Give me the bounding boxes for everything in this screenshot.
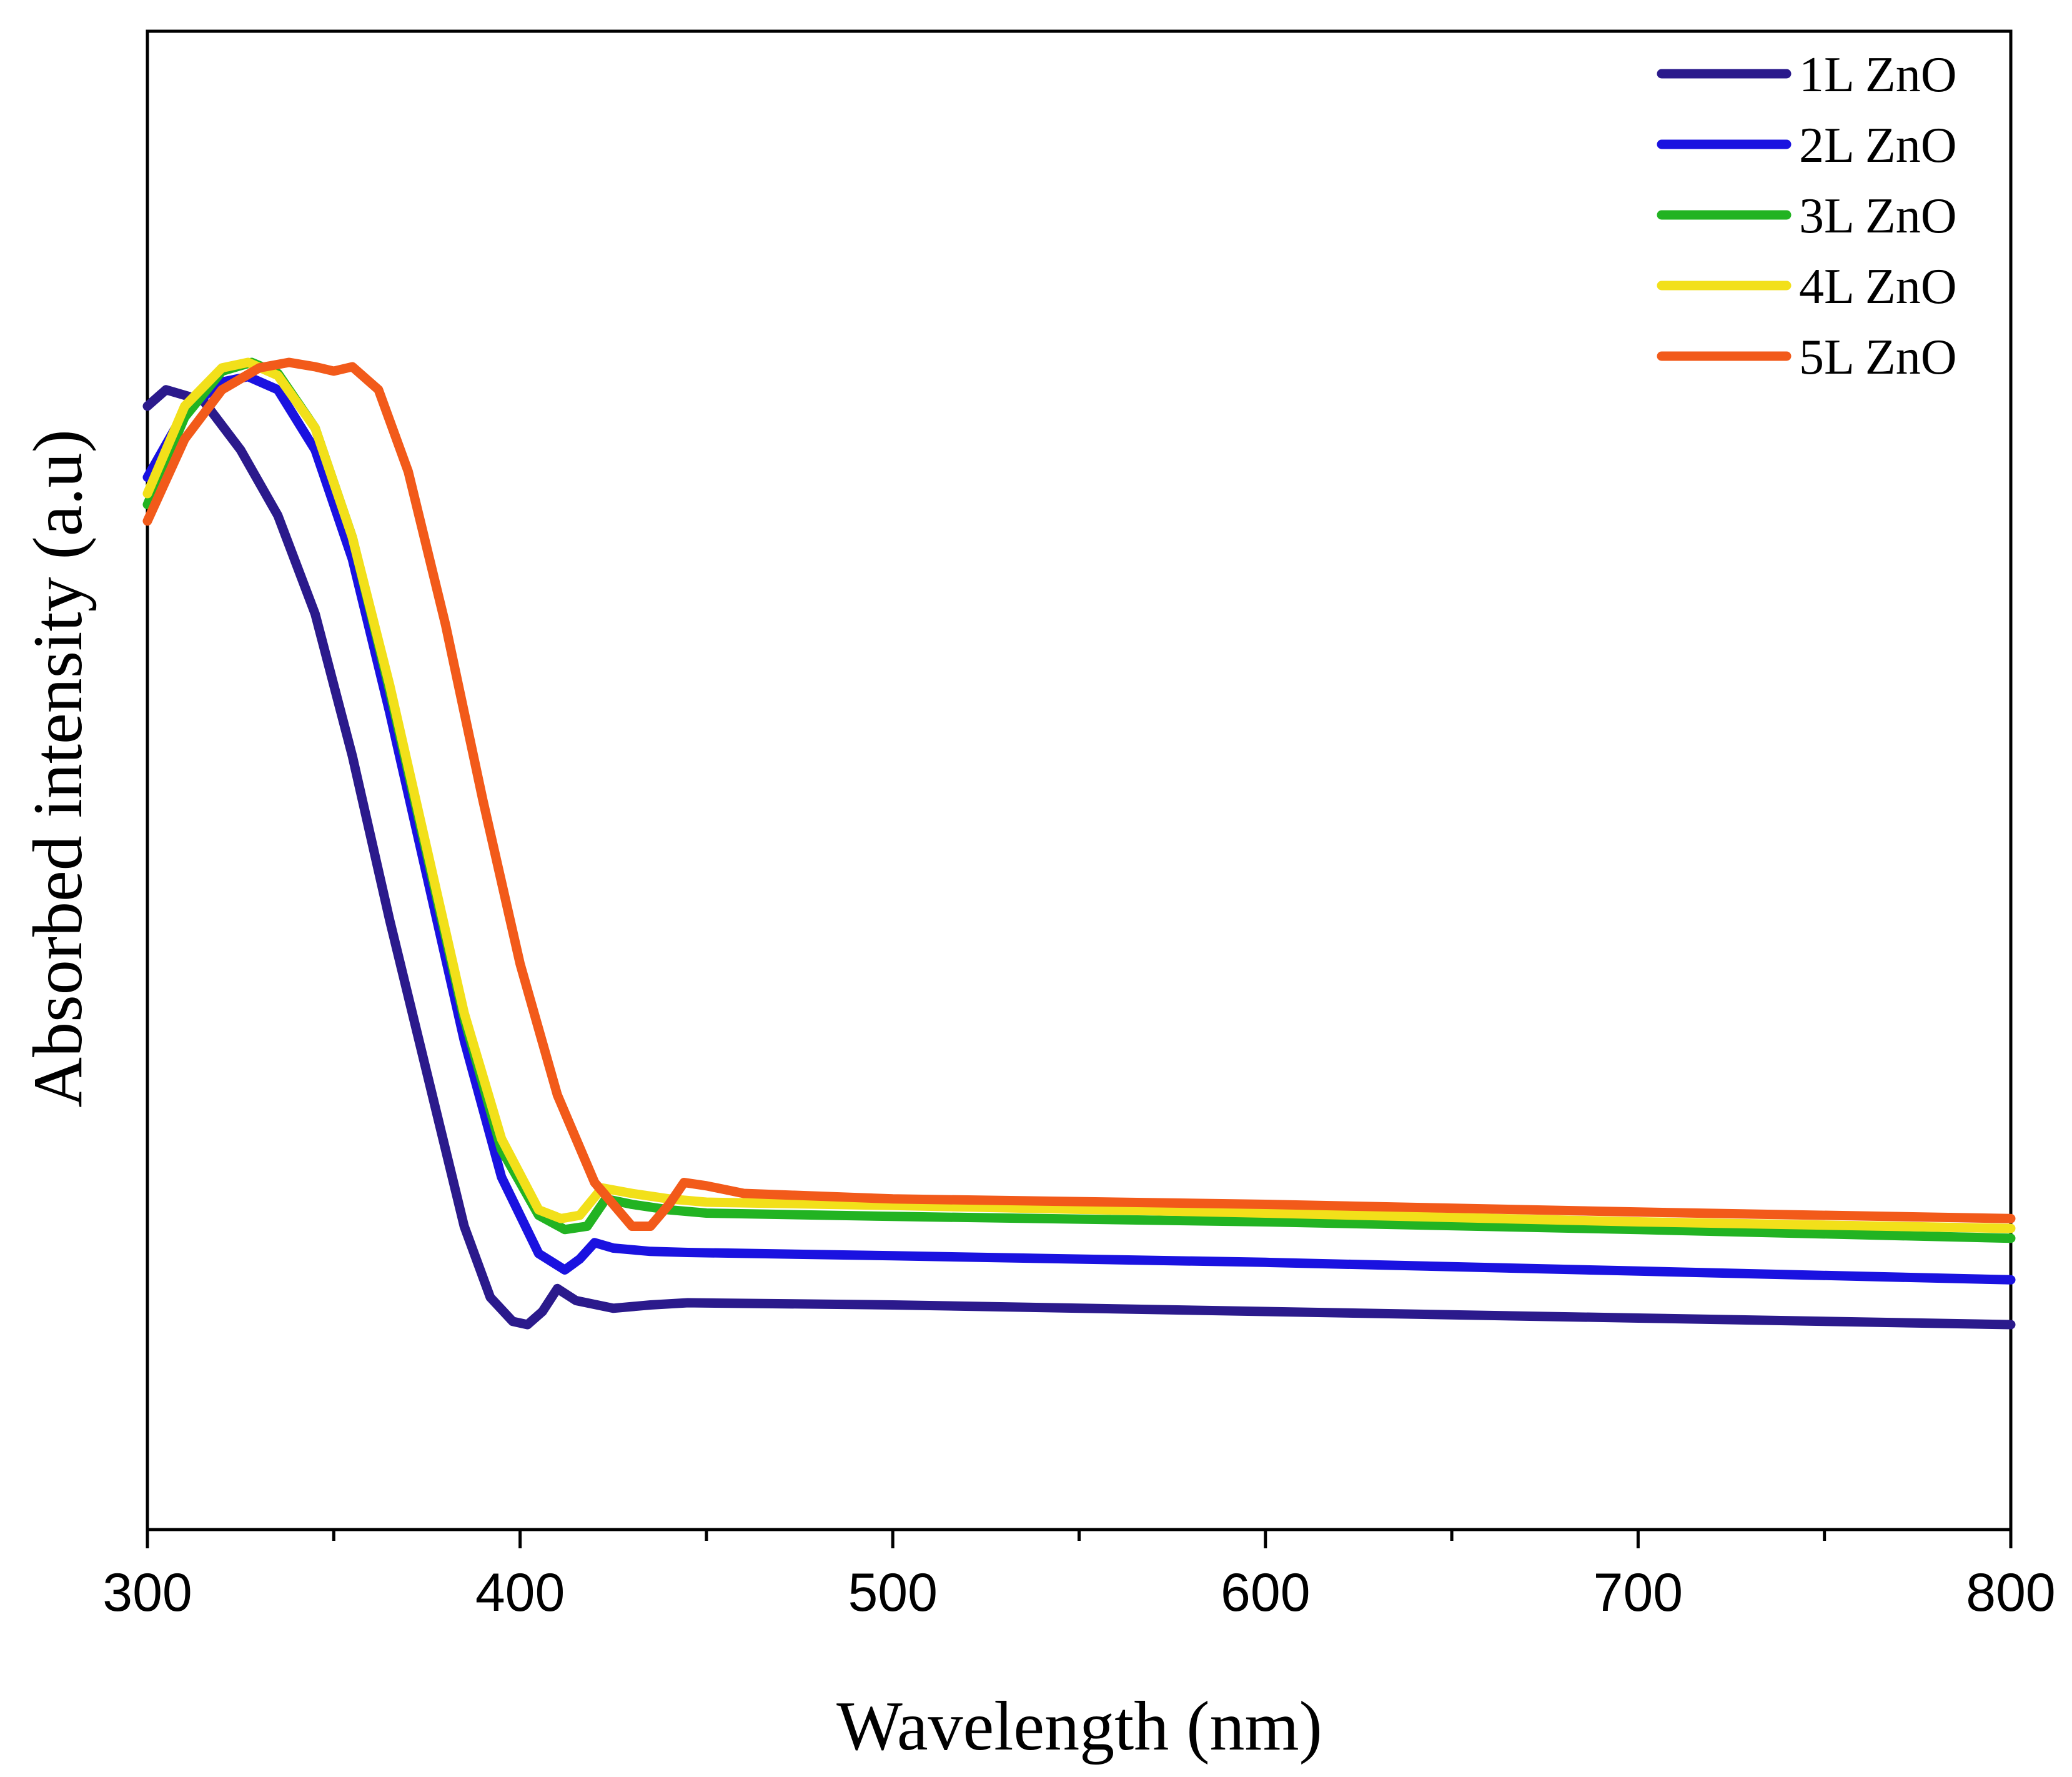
series-lines — [142, 357, 2016, 1330]
x-tick-label: 500 — [848, 1563, 938, 1623]
legend-label-2l-zno: 2L ZnO — [1799, 118, 1957, 173]
x-tick-label: 600 — [1221, 1563, 1311, 1623]
y-axis-title: Absorbed intensity (a.u) — [19, 429, 97, 1108]
series-line-2l-zno — [142, 372, 2016, 1285]
x-axis-title: Wavelength (nm) — [836, 1688, 1322, 1765]
x-tick-label: 400 — [475, 1563, 565, 1623]
x-tick-label: 700 — [1594, 1563, 1683, 1623]
series-line-3l-zno — [142, 357, 2016, 1243]
x-tick-label: 800 — [1966, 1563, 2056, 1623]
series-line-5l-zno — [142, 357, 2016, 1231]
x-tick-label: 300 — [102, 1563, 192, 1623]
legend-label-5l-zno: 5L ZnO — [1799, 330, 1957, 385]
x-axis-ticks: 300 400 500 600 700 800 — [102, 1530, 2056, 1623]
series-line-4l-zno — [142, 357, 2016, 1233]
legend-label-4l-zno: 4L ZnO — [1799, 259, 1957, 314]
series-line-1l-zno — [142, 385, 2016, 1330]
legend: 1L ZnO 2L ZnO 3L ZnO 4L ZnO 5L ZnO — [1657, 47, 1957, 385]
legend-label-3l-zno: 3L ZnO — [1799, 189, 1957, 244]
legend-label-1l-zno: 1L ZnO — [1799, 47, 1957, 102]
